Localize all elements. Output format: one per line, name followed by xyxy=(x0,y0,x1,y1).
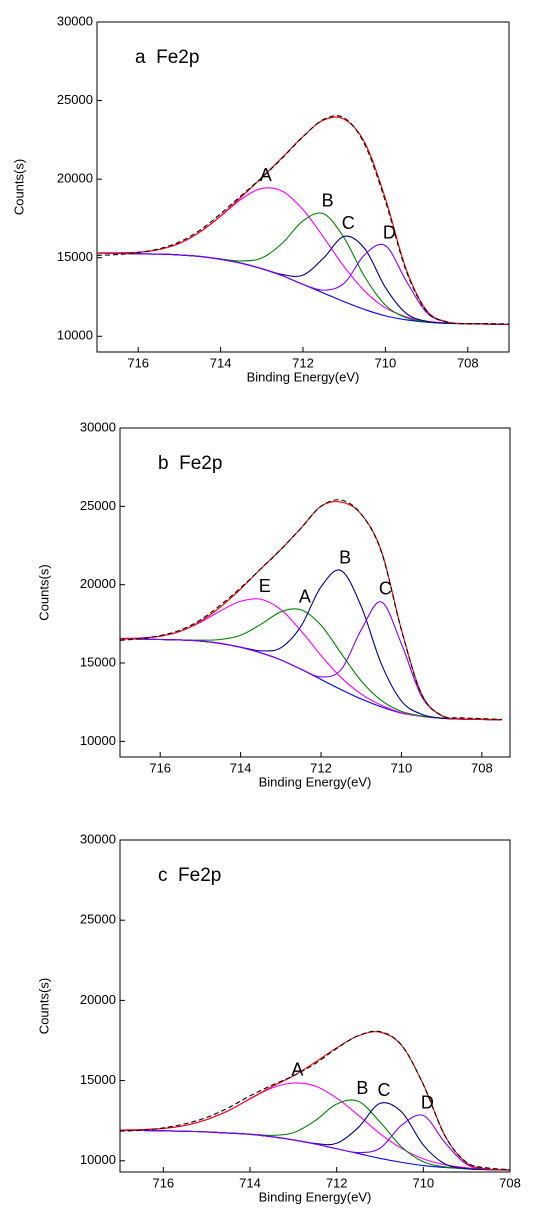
x-tick-label: 714 xyxy=(239,1175,261,1190)
x-tick-label: 708 xyxy=(457,355,479,370)
y-tick-label: 20000 xyxy=(80,992,116,1007)
x-tick-label: 716 xyxy=(149,760,171,775)
peak-label: D xyxy=(383,222,396,242)
series-line xyxy=(97,243,509,326)
series-line xyxy=(120,601,502,721)
series-line xyxy=(120,598,502,721)
peak-label: C xyxy=(379,579,392,599)
panel: 10000 15000 20000 25000 30000 716 714 712 710 708… xyxy=(36,419,511,789)
curves xyxy=(97,115,509,326)
plot-frame xyxy=(119,427,511,758)
y-tick-label: 30000 xyxy=(57,13,93,28)
panel: 10000 15000 20000 25000 30000 716 714 712 710 708… xyxy=(11,13,510,384)
y-tick-label: 25000 xyxy=(80,498,116,513)
panel: 10000 15000 20000 25000 30000 716 714 712 710 708… xyxy=(36,831,520,1204)
panel-title: b Fe2p xyxy=(158,453,222,474)
peak-label: A xyxy=(291,1060,303,1080)
series-line xyxy=(97,212,509,326)
y-tick-label: 15000 xyxy=(80,654,116,669)
x-tick-label: 716 xyxy=(152,1175,174,1190)
x-tick-label: 714 xyxy=(210,355,232,370)
series-line xyxy=(97,116,509,326)
series-line xyxy=(120,1102,510,1171)
y-tick-label: 10000 xyxy=(57,328,93,343)
plot-frame xyxy=(96,21,510,353)
y-tick-label: 25000 xyxy=(80,912,116,927)
series-line xyxy=(97,187,509,326)
x-tick-label: 710 xyxy=(391,760,413,775)
x-axis-label: Binding Energy(eV) xyxy=(259,1189,372,1204)
y-axis-label: Counts(s) xyxy=(36,978,51,1034)
series-line xyxy=(120,638,502,721)
series-line xyxy=(120,1099,510,1171)
y-tick-label: 15000 xyxy=(57,249,93,264)
peak-label: A xyxy=(260,165,272,185)
y-tick-label: 15000 xyxy=(80,1072,116,1087)
x-tick-label: 714 xyxy=(230,760,252,775)
x-axis-label: Binding Energy(eV) xyxy=(259,774,372,789)
plot-frame xyxy=(119,839,511,1173)
x-tick-label: 710 xyxy=(375,355,397,370)
peak-label: C xyxy=(378,1080,391,1100)
y-tick-label: 10000 xyxy=(80,1152,116,1167)
panel-title: a Fe2p xyxy=(135,47,199,68)
series-line xyxy=(97,252,509,326)
panel-title: c Fe2p xyxy=(158,865,221,886)
peak-label: B xyxy=(322,190,334,210)
x-tick-label: 710 xyxy=(412,1175,434,1190)
curves xyxy=(120,1030,510,1171)
y-tick-label: 25000 xyxy=(57,92,93,107)
y-axis-label: Counts(s) xyxy=(11,159,26,215)
series-line xyxy=(120,501,502,721)
peak-label: B xyxy=(356,1078,368,1098)
series-line xyxy=(120,608,502,721)
peak-label: A xyxy=(299,586,311,606)
y-tick-label: 20000 xyxy=(80,576,116,591)
series-line xyxy=(120,569,502,721)
peak-label: B xyxy=(339,547,351,567)
x-tick-label: 712 xyxy=(310,760,332,775)
x-tick-label: 712 xyxy=(292,355,314,370)
x-tick-label: 716 xyxy=(127,355,149,370)
series-line xyxy=(97,115,509,325)
series-line xyxy=(120,499,502,720)
y-tick-label: 10000 xyxy=(80,733,116,748)
peak-label: E xyxy=(259,576,271,596)
x-tick-label: 712 xyxy=(326,1175,348,1190)
x-tick-label: 708 xyxy=(499,1175,521,1190)
series-line xyxy=(120,1114,510,1171)
y-tick-label: 30000 xyxy=(80,419,116,434)
y-axis-label: Counts(s) xyxy=(36,564,51,620)
x-tick-label: 708 xyxy=(471,760,493,775)
peak-label: D xyxy=(421,1092,434,1112)
y-tick-label: 30000 xyxy=(80,831,116,846)
y-tick-label: 20000 xyxy=(57,171,93,186)
peak-label: C xyxy=(342,213,355,233)
x-axis-label: Binding Energy(eV) xyxy=(247,369,360,384)
curves xyxy=(120,499,502,721)
series-line xyxy=(120,1030,510,1171)
